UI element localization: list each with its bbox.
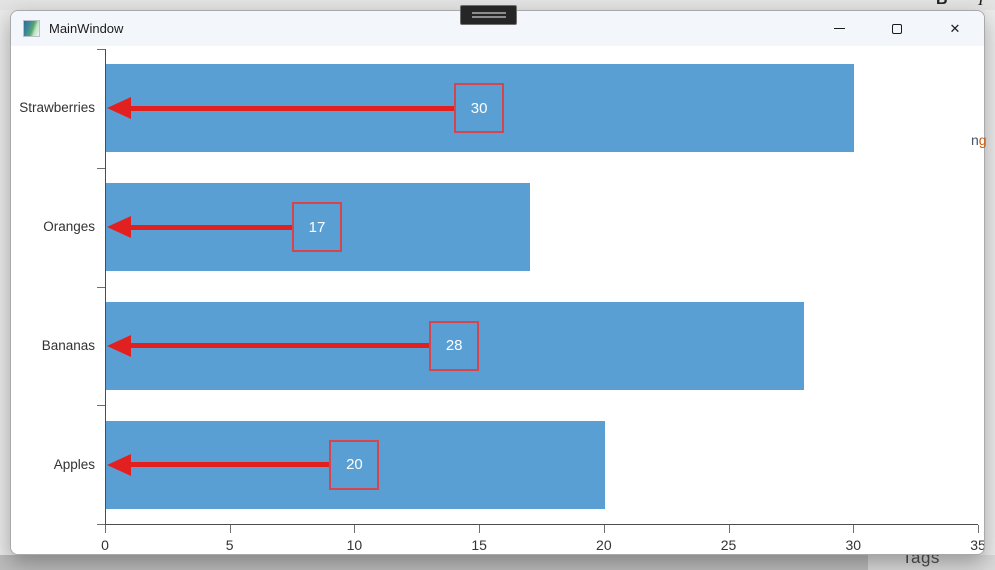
background-bottom-strip-light bbox=[868, 555, 995, 570]
x-axis-tick bbox=[479, 525, 481, 533]
background-text-fragment: ng bbox=[971, 132, 987, 148]
y-axis-tick bbox=[97, 524, 105, 525]
window-title: MainWindow bbox=[49, 21, 124, 36]
x-axis-tick bbox=[105, 525, 106, 533]
grip-line-icon bbox=[471, 12, 506, 14]
maximize-button[interactable] bbox=[868, 11, 926, 46]
x-axis-tick bbox=[229, 525, 231, 533]
annotation-arrow-head-apples bbox=[107, 453, 131, 476]
annotation-arrow-line-bananas bbox=[129, 343, 430, 349]
annotation-value-box-apples: 20 bbox=[329, 439, 380, 490]
y-axis-line bbox=[105, 49, 106, 524]
maximize-icon bbox=[892, 23, 902, 34]
annotation-arrow-line-apples bbox=[129, 462, 330, 468]
minimize-icon bbox=[833, 28, 845, 29]
background-bottom-strip bbox=[0, 555, 995, 570]
x-axis-tick bbox=[603, 525, 605, 533]
x-axis-tick bbox=[354, 525, 356, 533]
x-axis-tick-label: 35 bbox=[970, 537, 985, 553]
annotation-arrow-line-oranges bbox=[129, 224, 292, 230]
x-axis-tick-label: 20 bbox=[596, 537, 612, 553]
annotation-value-box-bananas: 28 bbox=[429, 320, 480, 371]
x-axis-line bbox=[105, 524, 978, 525]
x-axis-tick bbox=[728, 525, 730, 533]
grip-line-icon bbox=[471, 16, 506, 18]
category-label-oranges: Oranges bbox=[43, 219, 95, 235]
bar-chart: 0 5 10 15 20 25 30 35 Strawberries 30 Oranges 17 Ban… bbox=[11, 46, 984, 554]
x-axis-tick-label: 10 bbox=[346, 537, 363, 553]
y-axis-tick bbox=[97, 49, 105, 50]
annotation-arrow-line-strawberries bbox=[129, 105, 455, 111]
screen-share-grip-handle[interactable] bbox=[460, 5, 517, 25]
window-controls: ✕ bbox=[810, 11, 984, 46]
x-axis-tick-label: 25 bbox=[720, 537, 737, 553]
y-axis-tick bbox=[97, 286, 105, 288]
annotation-arrow-head-strawberries bbox=[107, 97, 131, 120]
annotation-value-box-oranges: 17 bbox=[292, 202, 342, 253]
minimize-button[interactable] bbox=[810, 11, 868, 46]
category-label-apples: Apples bbox=[53, 456, 95, 472]
close-button[interactable]: ✕ bbox=[926, 11, 984, 46]
x-axis-tick-label: 5 bbox=[225, 537, 234, 553]
app-icon bbox=[23, 20, 40, 37]
x-axis-tick-label: 15 bbox=[471, 537, 487, 553]
close-icon: ✕ bbox=[949, 21, 961, 36]
background-right-strip bbox=[985, 0, 995, 570]
x-axis-tick bbox=[853, 525, 855, 533]
y-axis-tick bbox=[97, 405, 105, 407]
main-window: MainWindow ✕ 0 5 10 15 20 25 30 35 Strawberries 3… bbox=[10, 10, 985, 555]
background-bold-button[interactable]: B bbox=[936, 0, 948, 9]
annotation-value-box-strawberries: 30 bbox=[454, 83, 505, 134]
x-axis-tick-label: 30 bbox=[845, 537, 862, 553]
x-axis-tick bbox=[978, 525, 979, 533]
category-label-strawberries: Strawberries bbox=[19, 100, 95, 116]
y-axis-tick bbox=[97, 167, 105, 169]
x-axis-tick-label: 0 bbox=[101, 537, 109, 553]
annotation-arrow-head-oranges bbox=[107, 216, 131, 239]
annotation-arrow-head-bananas bbox=[107, 334, 131, 357]
category-label-bananas: Bananas bbox=[41, 337, 95, 353]
background-italic-button[interactable]: I bbox=[978, 0, 984, 10]
